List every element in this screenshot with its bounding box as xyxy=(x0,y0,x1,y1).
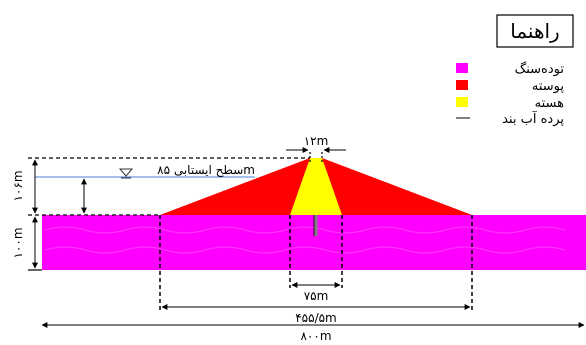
foundation-depth-label: ۱۰۰m xyxy=(11,227,25,258)
total-width-label: ۸۰۰m xyxy=(300,329,331,343)
legend-title: راهنما xyxy=(510,19,559,43)
legend-swatch-shell xyxy=(456,80,468,90)
legend-label-core: هسته xyxy=(535,96,564,111)
dam-height-label: ۱۰۶m xyxy=(11,170,25,201)
legend-swatch-rock-mass xyxy=(456,63,468,73)
crest-width-label: ۱۲m xyxy=(304,134,329,148)
water-level-icon xyxy=(118,168,134,177)
legend: راهنما توده‌سنگ پوسته هسته پرده آب بند xyxy=(456,14,574,127)
legend-label-rock-mass: توده‌سنگ xyxy=(515,61,565,77)
legend-label-grout-curtain: پرده آب بند xyxy=(502,110,564,127)
core-base-width-label: ۷۵m xyxy=(304,289,329,303)
legend-label-shell: پوسته xyxy=(532,79,565,94)
legend-title-box xyxy=(496,14,574,48)
rock-texture xyxy=(44,226,566,254)
dam-base-width-label: ۴۵۵/۵m xyxy=(295,311,337,325)
water-level-label: سطح ایستابی ۸۵m xyxy=(157,163,255,177)
dam-core xyxy=(290,158,342,215)
legend-swatch-core xyxy=(456,97,468,107)
